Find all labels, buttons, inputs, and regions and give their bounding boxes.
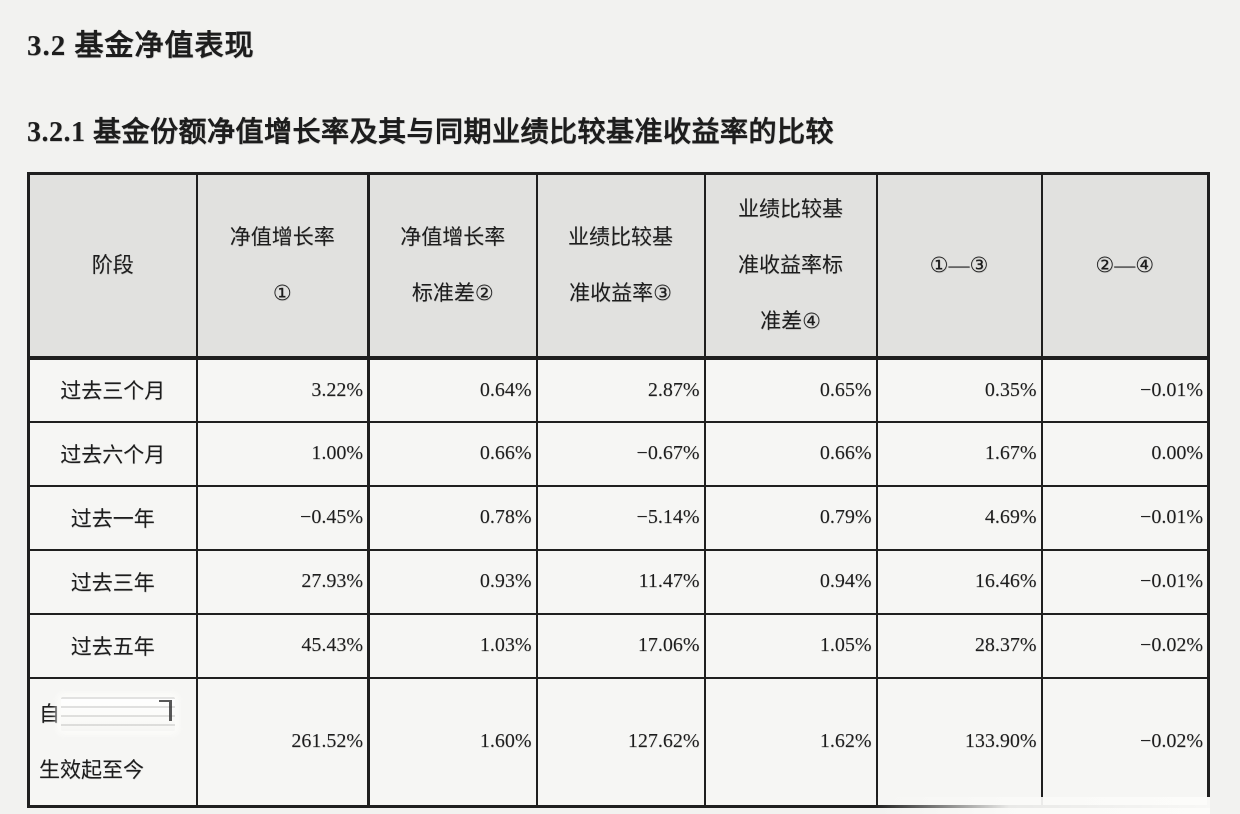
- period-cell: 过去五年: [27, 612, 198, 679]
- value-cell: 0.79%: [703, 484, 878, 551]
- value-cell: 261.52%: [195, 676, 370, 808]
- header-row: 阶段 净值增长率 ① 净值增长率 标准差② 业绩比较基 准收益率③: [27, 172, 1210, 360]
- period-cell: 过去三个月: [27, 356, 198, 423]
- col-header-nav-growth-rate: 净值增长率 ①: [195, 172, 370, 360]
- row-since-inception: 自 生效起至今 261.52% 1.60% 127.62% 1.62% 133.…: [27, 676, 1210, 808]
- value-cell: 27.93%: [195, 548, 370, 615]
- value-cell: 17.06%: [535, 612, 706, 679]
- value-cell: 1.00%: [195, 420, 370, 487]
- value-cell: 0.65%: [703, 356, 878, 423]
- value-cell: 127.62%: [535, 676, 706, 808]
- col-header-diff-2-4: ②—④: [1040, 172, 1210, 360]
- value-cell: −0.02%: [1040, 612, 1210, 679]
- subsection-heading: 3.2.1 基金份额净值增长率及其与同期业绩比较基准收益率的比较: [27, 117, 835, 148]
- col-header-benchmark-stddev: 业绩比较基 准收益率标 准差④: [703, 172, 878, 360]
- period-suffix: 生效起至今: [39, 757, 144, 782]
- value-cell: −0.67%: [535, 420, 706, 487]
- value-cell: −5.14%: [535, 484, 706, 551]
- value-cell: 45.43%: [195, 612, 370, 679]
- value-cell: −0.01%: [1040, 356, 1210, 423]
- value-cell: 0.93%: [367, 548, 538, 615]
- value-cell: −0.01%: [1040, 548, 1210, 615]
- value-cell: 1.62%: [703, 676, 878, 808]
- value-cell: 0.00%: [1040, 420, 1210, 487]
- row-past-1-year: 过去一年 −0.45% 0.78% −5.14% 0.79% 4.69% −0.…: [27, 484, 1210, 551]
- value-cell: 0.64%: [367, 356, 538, 423]
- redacted-fund-name: [61, 696, 175, 731]
- value-cell: 28.37%: [875, 612, 1043, 679]
- value-cell: 1.67%: [875, 420, 1043, 487]
- row-past-3-months: 过去三个月 3.22% 0.64% 2.87% 0.65% 0.35% −0.0…: [27, 356, 1210, 423]
- col-header-diff-1-3: ①—③: [875, 172, 1043, 360]
- col-header-period: 阶段: [27, 172, 198, 360]
- period-cell: 过去一年: [27, 484, 198, 551]
- value-cell: 1.60%: [367, 676, 538, 808]
- period-prefix: 自: [39, 701, 60, 726]
- value-cell: 1.05%: [703, 612, 878, 679]
- section-heading: 3.2 基金净值表现: [27, 30, 255, 62]
- col-header-nav-growth-stddev: 净值增长率 标准差②: [367, 172, 538, 360]
- value-cell: −0.45%: [195, 484, 370, 551]
- period-cell: 过去六个月: [27, 420, 198, 487]
- value-cell: 0.94%: [703, 548, 878, 615]
- value-cell: 0.66%: [367, 420, 538, 487]
- value-cell: 16.46%: [875, 548, 1043, 615]
- period-cell: 自 生效起至今: [27, 676, 198, 808]
- col-header-benchmark-return: 业绩比较基 准收益率③: [535, 172, 706, 360]
- table-body: 过去三个月 3.22% 0.64% 2.87% 0.65% 0.35% −0.0…: [27, 356, 1210, 808]
- value-cell: 0.35%: [875, 356, 1043, 423]
- value-cell: 1.03%: [367, 612, 538, 679]
- value-cell: 2.87%: [535, 356, 706, 423]
- value-cell: 3.22%: [195, 356, 370, 423]
- value-cell: −0.01%: [1040, 484, 1210, 551]
- value-cell: 11.47%: [535, 548, 706, 615]
- row-past-3-years: 过去三年 27.93% 0.93% 11.47% 0.94% 16.46% −0…: [27, 548, 1210, 615]
- row-past-6-months: 过去六个月 1.00% 0.66% −0.67% 0.66% 1.67% 0.0…: [27, 420, 1210, 487]
- table-header: 阶段 净值增长率 ① 净值增长率 标准差② 业绩比较基 准收益率③: [27, 172, 1210, 360]
- value-cell: 133.90%: [875, 676, 1043, 808]
- value-cell: 4.69%: [875, 484, 1043, 551]
- row-past-5-years: 过去五年 45.43% 1.03% 17.06% 1.05% 28.37% −0…: [27, 612, 1210, 679]
- table: 阶段 净值增长率 ① 净值增长率 标准差② 业绩比较基 准收益率③: [27, 172, 1210, 808]
- value-cell: 0.66%: [703, 420, 878, 487]
- period-cell: 过去三年: [27, 548, 198, 615]
- nav-performance-table: 阶段 净值增长率 ① 净值增长率 标准差② 业绩比较基 准收益率③: [27, 172, 1210, 814]
- value-cell: 0.78%: [367, 484, 538, 551]
- value-cell: −0.02%: [1040, 676, 1210, 808]
